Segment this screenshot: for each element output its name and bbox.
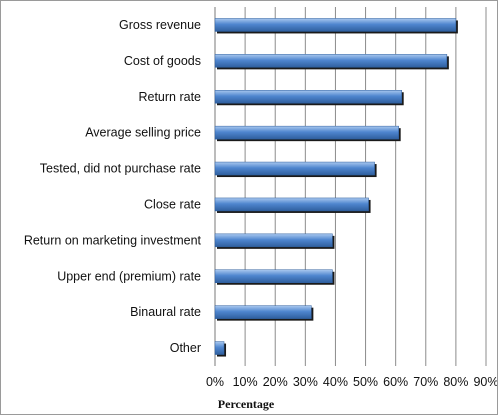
category-label: Other bbox=[170, 341, 201, 355]
category-label: Upper end (premium) rate bbox=[57, 269, 201, 283]
bar bbox=[214, 269, 333, 283]
category-label: Gross revenue bbox=[119, 18, 201, 32]
category-label: Cost of goods bbox=[124, 54, 201, 68]
x-tick-label: 0% bbox=[206, 375, 224, 389]
bars bbox=[214, 18, 458, 357]
category-label: Return rate bbox=[138, 90, 201, 104]
x-tick-label: 40% bbox=[323, 375, 348, 389]
bar bbox=[214, 90, 402, 104]
bar bbox=[214, 197, 369, 212]
category-label: Return on marketing investment bbox=[24, 233, 202, 247]
category-labels: Gross revenue Cost of goods Return rate Ave… bbox=[24, 18, 202, 355]
x-tick-label: 80% bbox=[443, 375, 468, 389]
x-axis-title: Percentage bbox=[218, 397, 275, 411]
bar bbox=[214, 341, 225, 355]
x-tick-label: 90% bbox=[473, 375, 497, 389]
x-tick-label: 30% bbox=[293, 375, 318, 389]
bar bbox=[214, 233, 333, 248]
x-tick-label: 60% bbox=[383, 375, 408, 389]
category-label: Average selling price bbox=[85, 126, 201, 140]
bar bbox=[214, 125, 399, 140]
x-tick-label: 20% bbox=[263, 375, 288, 389]
bar bbox=[214, 18, 457, 32]
category-label: Tested, did not purchase rate bbox=[40, 162, 201, 176]
x-tick-labels: 0% 10% 20% 30% 40% 50% 60% 70% 80% 90% bbox=[206, 375, 497, 389]
bar bbox=[214, 305, 312, 319]
x-tick-label: 70% bbox=[413, 375, 438, 389]
category-label: Close rate bbox=[144, 197, 201, 211]
category-label: Binaural rate bbox=[130, 305, 201, 319]
x-tick-label: 50% bbox=[353, 375, 378, 389]
x-tick-label: 10% bbox=[233, 375, 258, 389]
bar bbox=[214, 54, 448, 68]
bar bbox=[214, 161, 375, 176]
